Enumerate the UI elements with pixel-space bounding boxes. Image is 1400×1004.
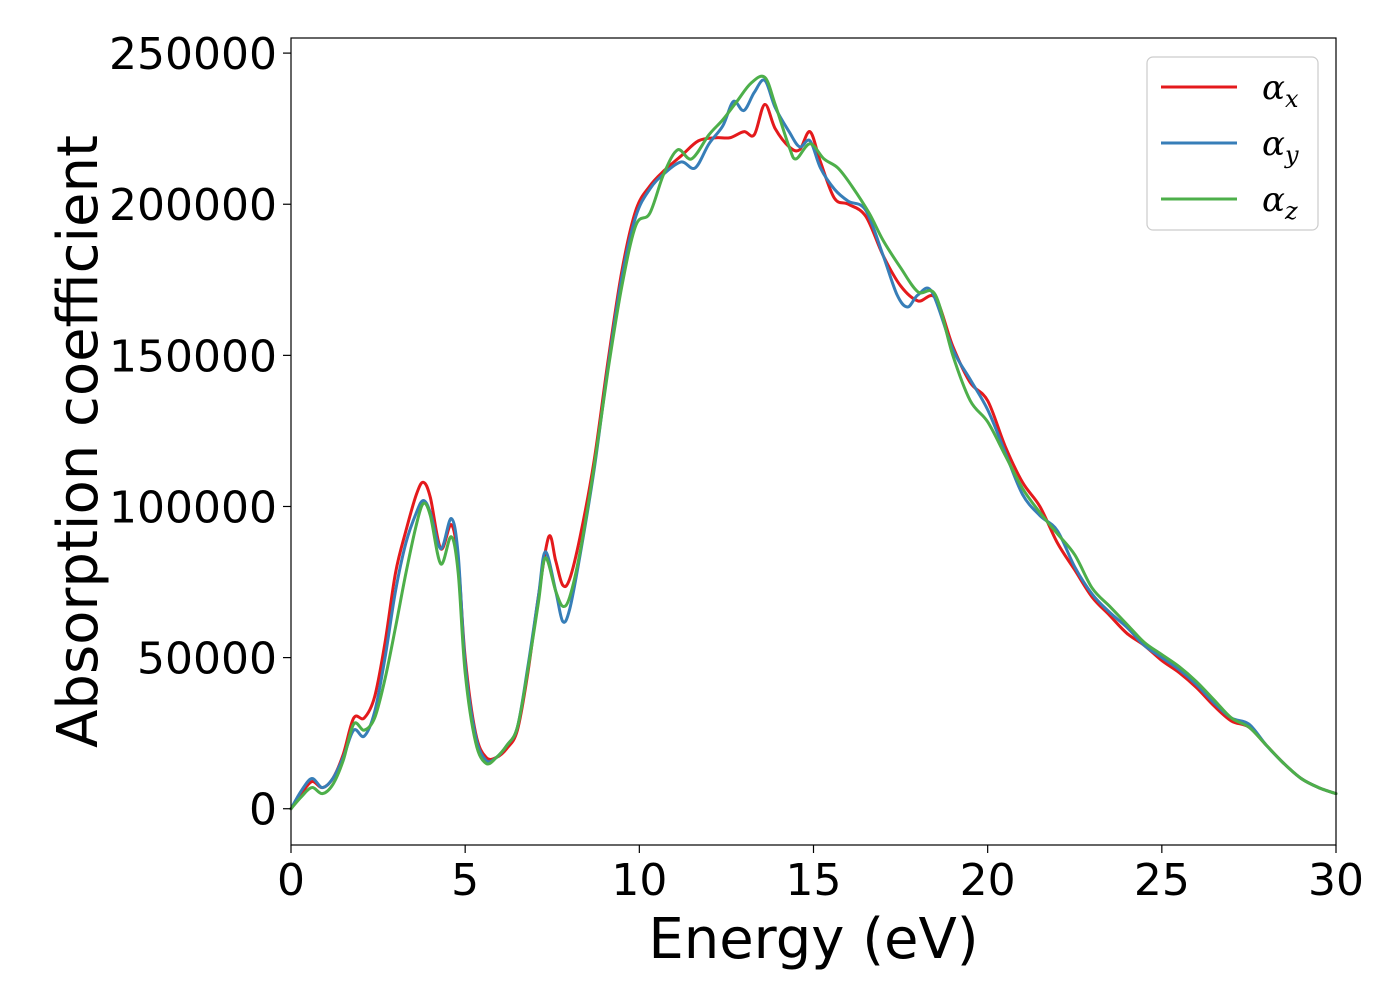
- y-tick-label: 0: [249, 785, 277, 836]
- legend: αx αy αz: [1146, 56, 1319, 231]
- x-tick-label: 30: [1308, 855, 1364, 906]
- y-tick-label: 150000: [109, 331, 277, 382]
- x-tick-label: 10: [611, 855, 667, 906]
- x-tick-label: 0: [277, 855, 305, 906]
- legend-label-y: αy: [1262, 124, 1299, 169]
- x-tick-label: 25: [1134, 855, 1190, 906]
- x-tick-label: 20: [960, 855, 1016, 906]
- y-tick-label: 200000: [109, 180, 277, 231]
- y-tick-label: 50000: [137, 634, 277, 685]
- legend-label-x: αx: [1262, 68, 1299, 113]
- axis-ticks: 0 5 10 15 20 25 30 0 50000 100000 150000 200000 2500…: [109, 29, 1364, 906]
- x-tick-label: 5: [451, 855, 479, 906]
- legend-label-z: αz: [1262, 180, 1298, 225]
- y-tick-label: 100000: [109, 482, 277, 533]
- series-line-z: [289, 74, 1338, 811]
- x-axis-title: Energy (eV): [648, 907, 978, 972]
- y-axis-title: Absorption coefficient: [46, 135, 111, 748]
- x-tick-label: 15: [786, 855, 842, 906]
- y-tick-label: 250000: [109, 29, 277, 80]
